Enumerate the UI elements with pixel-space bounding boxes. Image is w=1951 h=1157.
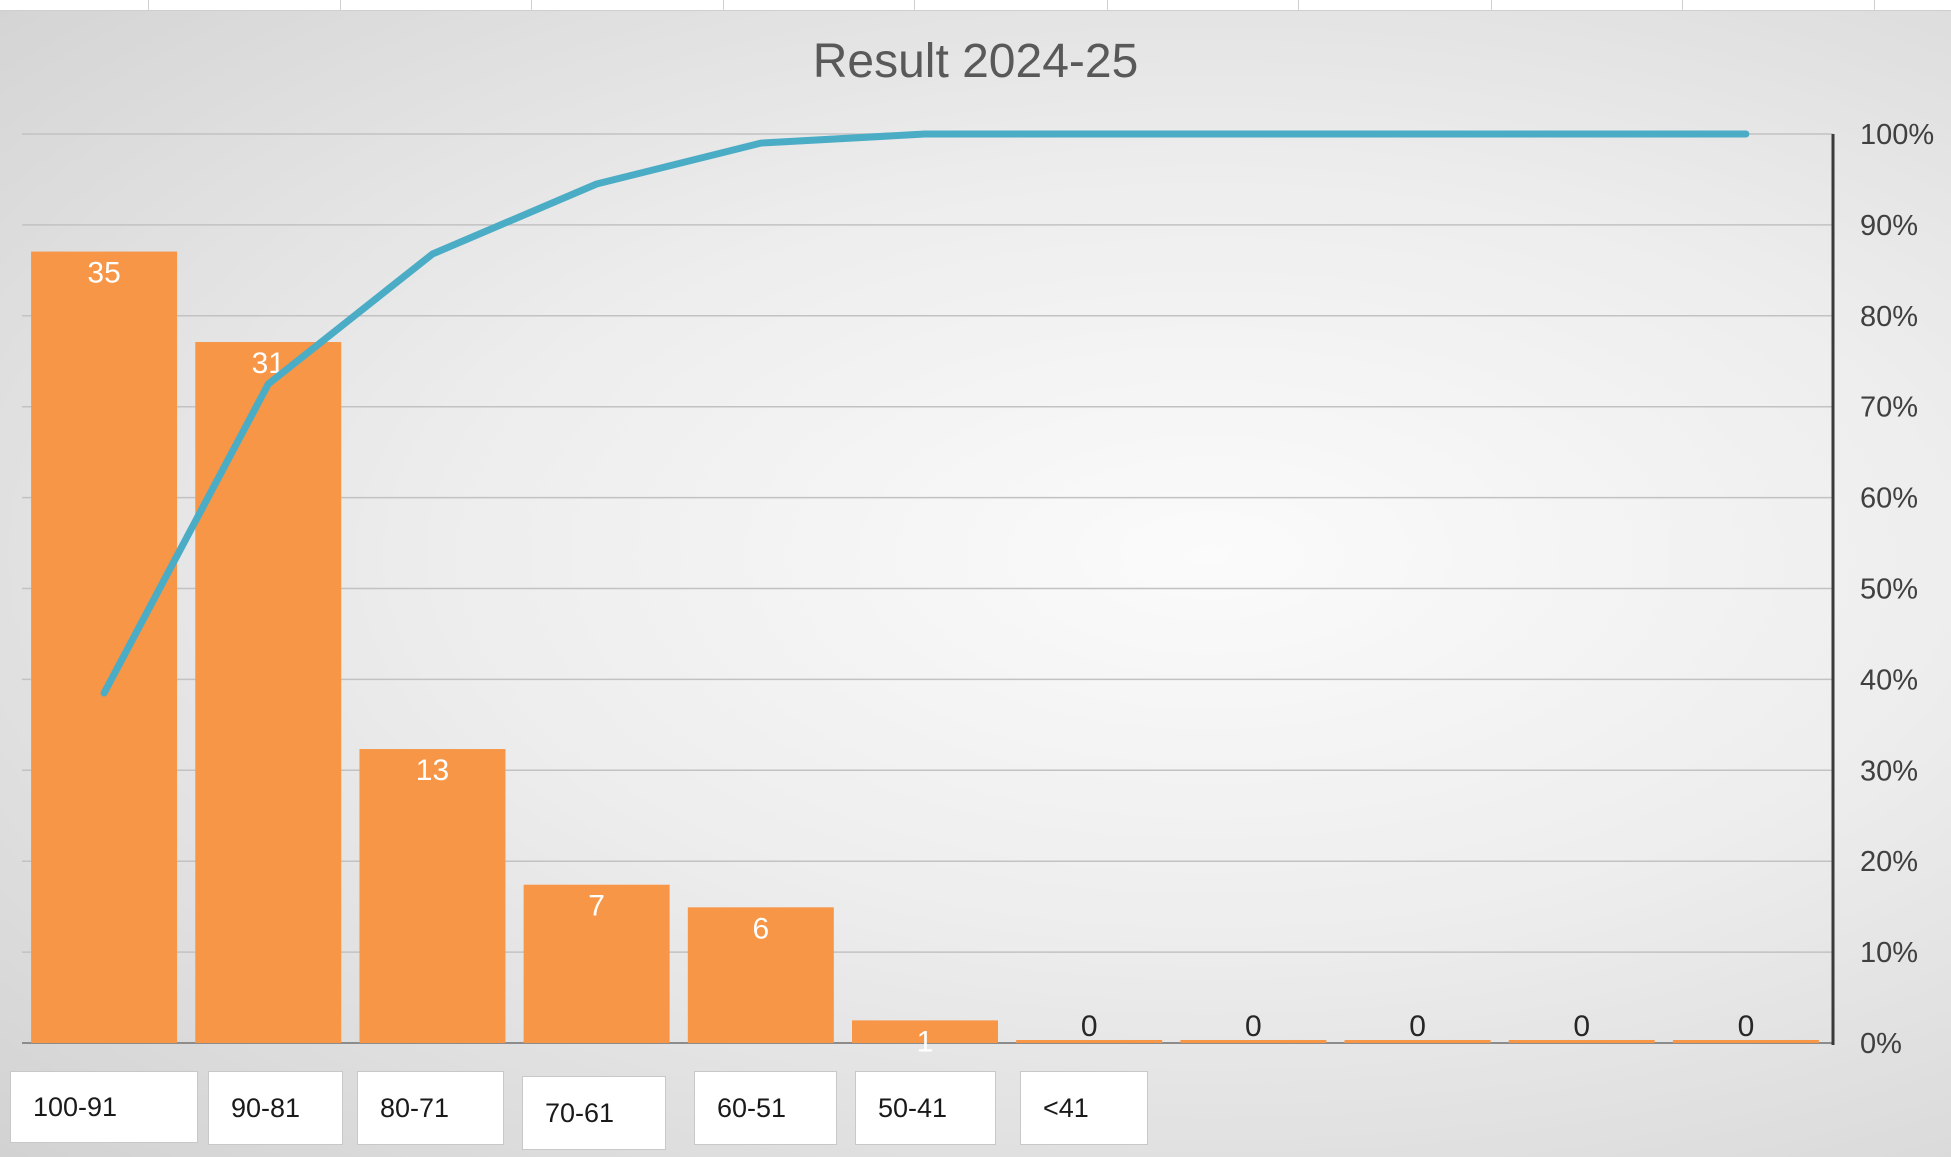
category-label: 50-41 — [855, 1071, 996, 1145]
y2-tick-label: 90% — [1860, 210, 1918, 242]
y2-tick-label: 60% — [1860, 483, 1918, 515]
column-divider — [148, 0, 149, 10]
column-divider — [1491, 0, 1492, 10]
bar-value-label: 0 — [1409, 1010, 1426, 1043]
column-divider — [340, 0, 341, 10]
category-label: 60-51 — [694, 1071, 837, 1145]
y2-tick-label: 40% — [1860, 664, 1918, 696]
bar — [687, 907, 834, 1043]
bar — [523, 884, 670, 1043]
column-divider — [1682, 0, 1683, 10]
bar-value-label: 7 — [588, 890, 605, 923]
bar — [31, 251, 178, 1043]
category-label: 100-91 — [10, 1071, 198, 1143]
bar-value-label: 13 — [416, 754, 449, 787]
bar-value-label: 35 — [87, 257, 120, 290]
column-divider — [1107, 0, 1108, 10]
bar — [1508, 1040, 1655, 1043]
y2-tick-label: 80% — [1860, 301, 1918, 333]
category-label: 90-81 — [208, 1071, 343, 1145]
chart-title: Result 2024-25 — [812, 35, 1139, 88]
bar — [359, 749, 506, 1043]
y2-tick-label: 70% — [1860, 392, 1918, 424]
bar-value-label: 0 — [1738, 1010, 1755, 1043]
bar — [1180, 1040, 1327, 1043]
bar — [1016, 1040, 1163, 1043]
y2-tick-label: 10% — [1860, 937, 1918, 969]
column-divider — [723, 0, 724, 10]
bar — [1672, 1040, 1819, 1043]
bar — [1344, 1040, 1491, 1043]
bar-value-label: 0 — [1245, 1010, 1262, 1043]
column-divider — [531, 0, 532, 10]
column-divider — [1874, 0, 1875, 10]
y2-tick-label: 0% — [1860, 1028, 1902, 1060]
y2-tick-label: 30% — [1860, 755, 1918, 787]
bar — [852, 1020, 998, 1043]
bar-value-label: 6 — [752, 912, 769, 945]
bar — [195, 342, 342, 1043]
column-divider — [914, 0, 915, 10]
y2-tick-label: 50% — [1860, 574, 1918, 606]
bar-value-label: 0 — [1081, 1010, 1098, 1043]
y2-tick-label: 100% — [1860, 119, 1934, 151]
column-divider — [1298, 0, 1299, 10]
bar-value-label: 0 — [1573, 1010, 1590, 1043]
category-label: <41 — [1020, 1071, 1148, 1145]
bar-value-label: 1 — [917, 1025, 934, 1058]
category-label: 80-71 — [357, 1071, 504, 1145]
category-label: 70-61 — [522, 1076, 666, 1150]
y2-tick-label: 20% — [1860, 846, 1918, 878]
spreadsheet-column-strip — [0, 0, 1951, 11]
cumulative-line — [100, 130, 1750, 697]
